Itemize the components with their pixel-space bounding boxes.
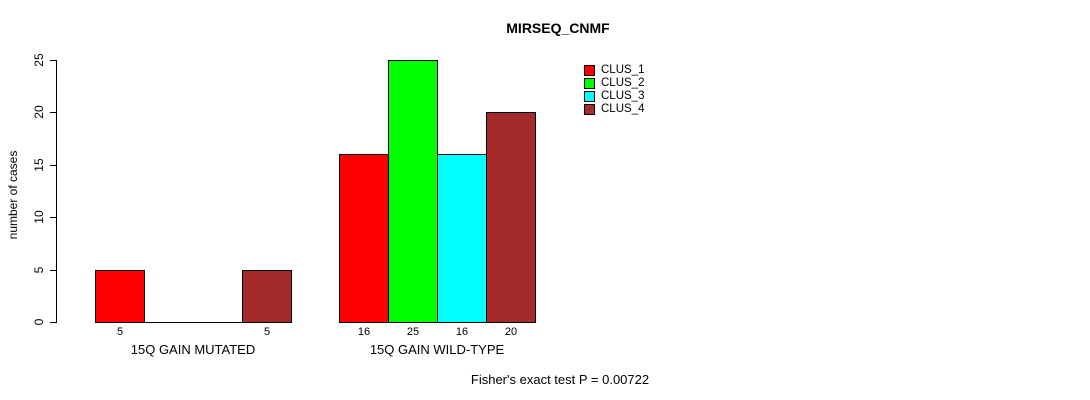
legend-item: CLUS_1 [584,64,644,77]
y-axis-label: number of cases [6,150,20,240]
legend-swatch-clus_4 [584,104,595,115]
bar-zero-clus_2 [144,322,194,323]
y-axis-tick-label: 0 [32,318,46,326]
y-axis-tick [50,60,57,61]
legend-label: CLUS_4 [601,103,645,115]
legend-swatch-clus_1 [584,65,595,76]
bar-value-label: 20 [504,326,518,338]
group-label: 15Q GAIN MUTATED [130,342,256,357]
y-axis-tick-label: 15 [32,158,46,172]
y-axis-tick-label: 5 [32,266,46,274]
y-axis-tick [50,322,57,323]
bar-clus_1 [95,270,145,323]
legend-item: CLUS_4 [584,103,644,116]
bar-clus_3 [437,154,487,323]
legend-label: CLUS_3 [601,90,645,102]
legend-label: CLUS_2 [601,77,645,89]
bar-zero-clus_3 [193,322,243,323]
legend-item: CLUS_3 [584,90,644,103]
legend-swatch-clus_3 [584,91,595,102]
legend-swatch-clus_2 [584,78,595,89]
bar-value-label: 16 [455,326,469,338]
legend-label: CLUS_1 [601,64,645,76]
bar-value-label: 16 [357,326,371,338]
y-axis-tick-label: 25 [32,53,46,67]
y-axis-tick-label: 20 [32,105,46,119]
y-axis-tick [50,217,57,218]
y-axis-line [56,60,57,323]
group-label: 15Q GAIN WILD-TYPE [369,342,505,357]
bar-clus_2 [388,60,438,323]
bar-clus_1 [339,154,389,323]
bar-value-label: 25 [406,326,420,338]
bar-clus_4 [486,112,536,323]
y-axis-tick [50,270,57,271]
y-axis-tick-label: 10 [32,210,46,224]
bar-clus_4 [242,270,292,323]
fisher-test-annotation: Fisher's exact test P = 0.00722 [470,372,650,387]
chart-title: MIRSEQ_CNMF [506,20,610,36]
bar-value-label: 5 [116,326,124,338]
y-axis-tick [50,112,57,113]
bar-value-label: 5 [263,326,271,338]
legend: CLUS_1 CLUS_2 CLUS_3 CLUS_4 [584,64,644,116]
y-axis-tick [50,165,57,166]
legend-item: CLUS_2 [584,77,644,90]
